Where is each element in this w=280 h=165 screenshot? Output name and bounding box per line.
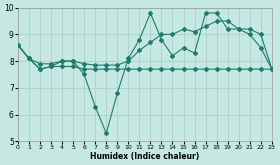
X-axis label: Humidex (Indice chaleur): Humidex (Indice chaleur) (90, 152, 200, 161)
